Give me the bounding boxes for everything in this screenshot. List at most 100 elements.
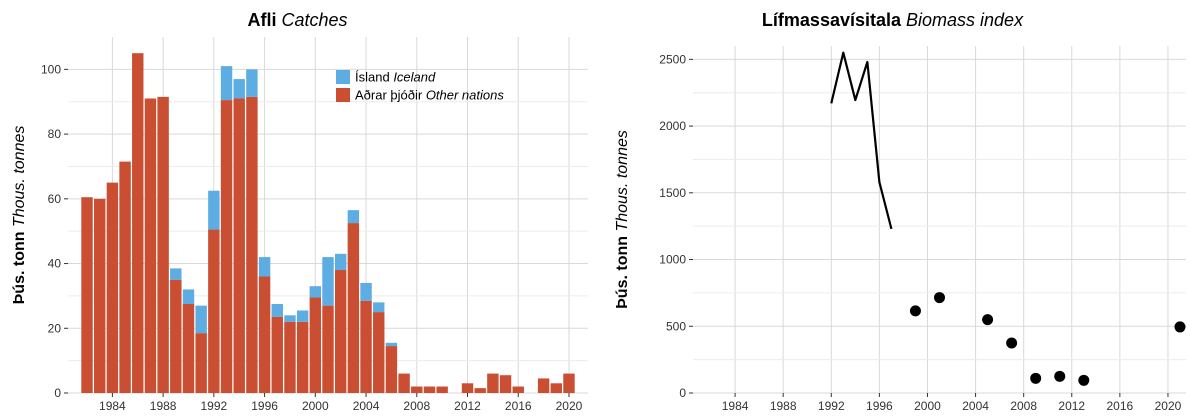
bar-other-nations: [537, 378, 550, 393]
biomass-xtick-label: 2008: [1010, 399, 1037, 413]
bar-other-nations: [550, 383, 562, 393]
biomass-xtick-label: 1988: [770, 399, 797, 413]
biomass-xtick-label: 1984: [722, 399, 749, 413]
bar-other-nations: [233, 98, 245, 393]
legend-label-other: Aðrar þjóðir Other nations: [355, 88, 504, 103]
bar-other-nations: [195, 333, 207, 393]
bar-iceland: [195, 305, 207, 334]
biomass-panel: Lífmassavísitala Biomass index 1984 1988 1…: [595, 0, 1190, 417]
bar-iceland: [309, 286, 322, 298]
biomass-ytick-label: 1000: [659, 253, 686, 267]
bar-other-nations: [436, 386, 448, 393]
biomass-chart: 1984 1988 1992 1996 2000 2004 2008 2012 2016 2020…: [614, 46, 1186, 413]
bar-iceland: [373, 302, 385, 313]
catches-xtick-label: 2000: [302, 399, 329, 413]
catches-xtick-label: 1988: [150, 399, 177, 413]
catches-panel: Afli Catches 1984 1988 1992 1996 2000 2004 200…: [11, 10, 588, 413]
biomass-xtick-label: 2012: [1058, 399, 1085, 413]
bar-iceland: [322, 257, 334, 306]
bar-other-nations: [119, 161, 131, 393]
bar-iceland: [233, 79, 245, 99]
catches-ytick-label: 60: [48, 192, 62, 206]
biomass-point: [1054, 370, 1066, 382]
bar-other-nations: [411, 386, 423, 393]
bar-other-nations: [106, 182, 119, 393]
bar-iceland: [208, 190, 220, 230]
biomass-point: [982, 314, 994, 326]
catches-ytick-label: 80: [48, 127, 62, 141]
bar-other-nations: [398, 373, 410, 393]
catches-xtick-label: 1984: [99, 399, 126, 413]
bar-other-nations: [182, 304, 195, 393]
bar-other-nations: [334, 270, 347, 393]
bar-other-nations: [373, 312, 385, 393]
biomass-title: Lífmassavísitala Biomass index: [761, 10, 1024, 30]
biomass-point: [1174, 321, 1186, 333]
bar-other-nations: [94, 198, 106, 393]
bar-other-nations: [132, 53, 144, 393]
bar-iceland: [271, 304, 283, 317]
bar-iceland: [296, 310, 309, 322]
bar-other-nations: [157, 96, 169, 393]
bar-iceland: [170, 268, 182, 280]
bar-other-nations: [296, 321, 309, 393]
bar-other-nations: [220, 100, 233, 393]
biomass-ylabel: Þús. tonn Thous. tonnes: [614, 130, 631, 309]
bar-iceland: [246, 69, 258, 97]
biomass-xtick-label: 2000: [914, 399, 941, 413]
catches-xtick-label: 2016: [505, 399, 532, 413]
catches-xtick-label: 1992: [201, 399, 228, 413]
bar-other-nations: [499, 375, 512, 393]
bar-iceland: [334, 253, 347, 271]
biomass-xtick-label: 2016: [1107, 399, 1134, 413]
bar-other-nations: [461, 383, 474, 393]
biomass-ytick-label: 2500: [659, 52, 686, 66]
legend-swatch-other: [336, 88, 350, 102]
bar-other-nations: [246, 96, 258, 393]
biomass-ytick-label: 500: [666, 319, 686, 333]
bar-other-nations: [309, 297, 322, 393]
biomass-xtick-label: 1992: [818, 399, 845, 413]
bar-iceland: [284, 315, 296, 322]
biomass-point: [909, 305, 921, 317]
bar-other-nations: [258, 276, 271, 393]
bar-iceland: [182, 289, 195, 304]
biomass-point: [1078, 374, 1090, 386]
bar-other-nations: [208, 229, 220, 393]
bar-iceland: [220, 66, 233, 101]
catches-title: Afli Catches: [247, 10, 348, 30]
bar-iceland: [347, 210, 360, 224]
catches-xtick-label: 1996: [251, 399, 278, 413]
catches-chart: 1984 1988 1992 1996 2000 2004 2008 2012 2016 2020…: [11, 37, 588, 413]
bar-iceland: [258, 257, 271, 277]
bar-other-nations: [512, 386, 524, 393]
biomass-ytick-label: 2000: [659, 119, 686, 133]
bar-other-nations: [563, 373, 575, 393]
catches-ytick-label: 40: [48, 257, 62, 271]
catches-xtick-label: 2020: [556, 399, 583, 413]
bar-iceland: [360, 282, 372, 301]
bar-other-nations: [271, 316, 283, 393]
bar-other-nations: [81, 197, 93, 393]
biomass-xtick-label: 2004: [962, 399, 989, 413]
catches-xtick-label: 2004: [353, 399, 380, 413]
bar-other-nations: [385, 346, 398, 393]
biomass-ytick-label: 1500: [659, 186, 686, 200]
bar-other-nations: [423, 386, 436, 393]
catches-ytick-label: 20: [48, 321, 62, 335]
bar-other-nations: [474, 388, 486, 393]
biomass-xtick-label: 1996: [866, 399, 893, 413]
legend-label-iceland: Ísland Iceland: [355, 70, 436, 85]
catches-xtick-label: 2012: [454, 399, 481, 413]
biomass-point: [934, 292, 945, 304]
legend-swatch-iceland: [336, 70, 350, 84]
bar-other-nations: [487, 373, 499, 393]
bar-other-nations: [144, 98, 157, 393]
bar-other-nations: [360, 300, 372, 393]
catches-ylabel: Þús. tonn Thous. tonnes: [11, 126, 28, 305]
biomass-xtick-label: 2020: [1155, 399, 1182, 413]
bar-iceland: [385, 342, 398, 347]
bar-other-nations: [347, 223, 360, 393]
biomass-point: [1006, 337, 1018, 349]
bar-other-nations: [322, 305, 334, 393]
